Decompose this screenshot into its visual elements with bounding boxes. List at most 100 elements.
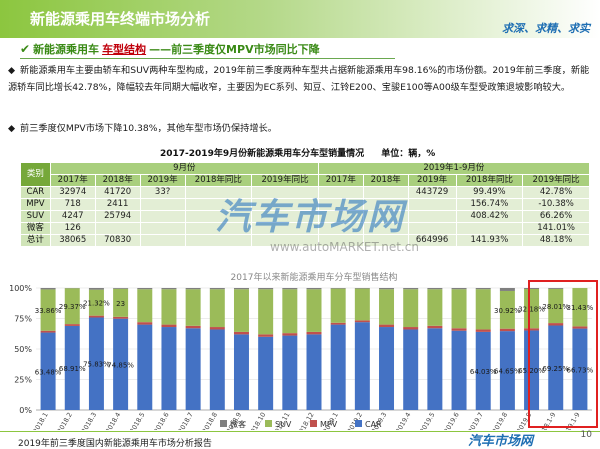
table-column-header: 2019年同比	[522, 174, 590, 187]
bullet-text: 前三季度仅MPV市场下降10.38%，其他车型市场仍保持增长。	[20, 123, 277, 134]
bar-微客	[354, 288, 370, 289]
table-cell: 141.93%	[455, 234, 524, 247]
slogan: 求深、求精、求实	[502, 22, 590, 35]
bar-CAR	[113, 318, 129, 410]
structure-chart: 2017年以来新能源乘用车分车型销售结构 0% 25% 50% 75% 100% 2018.…	[9, 271, 594, 430]
bar-CAR	[306, 334, 322, 410]
data-label: 69.25%	[542, 365, 569, 373]
table-cell	[251, 210, 319, 223]
table-cell: 41720	[94, 186, 141, 199]
table-cell	[94, 222, 141, 235]
table-column-header: 2018年	[362, 174, 409, 187]
bullet-paragraph-1: ◆ 新能源乘用车主要由轿车和SUV两种车型构成，2019年前三季度两种车型共占据新…	[8, 62, 593, 96]
x-tick-label: 2018.7	[177, 411, 195, 430]
bar-微客	[403, 288, 419, 290]
heading-divider	[20, 58, 395, 59]
bar-CAR	[354, 322, 370, 410]
table-cell: 141.01%	[522, 222, 590, 235]
bar-微客	[475, 288, 491, 290]
table-cell	[362, 234, 409, 247]
data-label: 63.48%	[35, 368, 62, 376]
legend-swatch	[310, 420, 317, 427]
data-label: 31.43%	[567, 304, 594, 312]
table-cell	[184, 186, 253, 199]
footer-text: 2019年前三季度国内新能源乘用车市场分析报告	[18, 439, 212, 449]
table-column-header: 2019年	[407, 174, 457, 187]
data-label: 68.91%	[59, 365, 86, 373]
table-group-header: 2019年1-9月份	[317, 162, 591, 175]
x-tick-label: 2018.3	[80, 411, 98, 430]
table-cell	[139, 198, 186, 211]
y-tick-label: 100%	[9, 284, 32, 293]
data-label: 74.85%	[107, 361, 134, 369]
table-cell	[317, 234, 364, 247]
x-tick-label: 2018.4	[104, 411, 122, 430]
table-group-header: 9月份	[49, 162, 319, 175]
bar-微客	[282, 288, 298, 290]
bar-SUV	[113, 288, 129, 317]
footer-logo: 汽车市场网	[468, 434, 534, 449]
legend-label: CAR	[365, 420, 382, 429]
bar-微客	[88, 288, 104, 290]
table-cell	[362, 198, 409, 211]
table-cell	[184, 198, 253, 211]
bar-SUV	[427, 289, 443, 326]
bar-SUV	[137, 289, 153, 323]
data-label: 75.83%	[83, 361, 110, 369]
bar-MPV	[475, 329, 491, 332]
bar-微客	[137, 288, 153, 290]
table-cell: 718	[49, 198, 96, 211]
bar-CAR	[451, 330, 467, 410]
data-label: 64.03%	[470, 368, 497, 376]
bar-MPV	[427, 325, 443, 329]
table-cell	[139, 210, 186, 223]
sales-table: 类别 9月份 2019年1-9月份 2017年 2018年 2019年 2018…	[20, 162, 591, 247]
bar-SUV	[354, 288, 370, 321]
table-cell	[407, 222, 457, 235]
data-label: 32.18%	[518, 306, 545, 314]
table-cell	[251, 222, 319, 235]
bullet-icon: ◆	[8, 65, 16, 76]
table-title-text: 2017-2019年9月份新能源乘用车分车型销量情况	[160, 149, 365, 159]
bar-SUV	[258, 289, 274, 335]
bar-微客	[427, 288, 443, 290]
bar-SUV	[548, 288, 564, 324]
table-cell	[317, 210, 364, 223]
data-label: 21.32%	[83, 300, 110, 308]
section-heading-suffix: ——前三季度仅MPV市场同比下降	[149, 43, 320, 56]
bar-CAR	[524, 330, 540, 410]
table-column-header: 2018年	[94, 174, 141, 187]
table-cell	[362, 186, 409, 199]
bullet-text: 新能源乘用车主要由轿车和SUV两种车型构成，2019年前三季度两种车型共占据新能…	[8, 65, 590, 93]
bullet-icon: ◆	[8, 123, 16, 134]
bar-微客	[233, 288, 249, 290]
bar-SUV	[233, 289, 249, 332]
table-column-header: 2017年	[49, 174, 96, 187]
bar-MPV	[137, 322, 153, 325]
table-cell: 66.26%	[522, 210, 590, 223]
bar-微客	[548, 288, 564, 289]
bar-CAR	[64, 325, 80, 410]
data-label: 23	[116, 300, 125, 308]
bar-MPV	[548, 323, 564, 326]
table-cell	[317, 186, 364, 199]
legend-label: MPV	[320, 420, 338, 429]
bar-SUV	[403, 289, 419, 328]
bar-MPV	[40, 330, 56, 333]
bar-微客	[306, 288, 322, 290]
table-cell: 126	[49, 222, 96, 235]
bar-MPV	[306, 331, 322, 335]
table-cell	[184, 222, 253, 235]
data-label: 30.92%	[494, 307, 521, 315]
table-column-header: 2019年	[139, 174, 186, 187]
table-cell	[139, 222, 186, 235]
table-group-header-row: 类别 9月份 2019年1-9月份	[20, 162, 591, 187]
table-cell	[407, 198, 457, 211]
page-title: 新能源乘用车终端市场分析	[30, 10, 211, 28]
table-body: CAR 32974 41720 33? 443729 99.49% 42.78% MPV 718…	[20, 186, 590, 247]
bar-MPV	[258, 334, 274, 337]
footer-divider	[0, 431, 600, 432]
bullet-paragraph-2: ◆ 前三季度仅MPV市场下降10.38%，其他车型市场仍保持增长。	[8, 120, 593, 137]
bar-MPV	[161, 324, 177, 328]
bar-MPV	[572, 326, 588, 329]
